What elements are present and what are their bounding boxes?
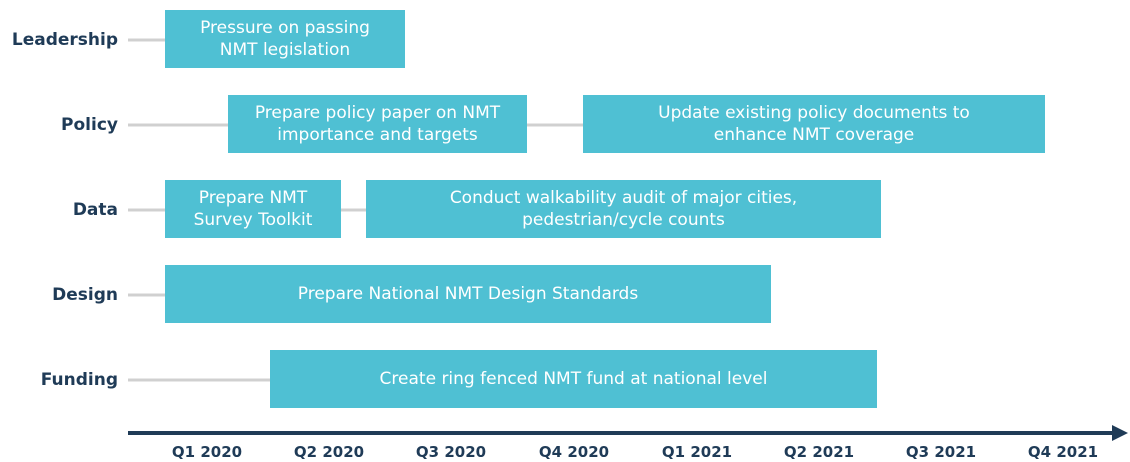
task: Update existing policy documents to enha… bbox=[583, 95, 1045, 153]
row-label: Leadership bbox=[11, 30, 118, 50]
connector bbox=[128, 378, 270, 382]
row-label: Funding bbox=[40, 370, 118, 390]
row-label: Policy bbox=[61, 115, 118, 135]
quarter-label: Q4 2021 bbox=[1027, 443, 1099, 461]
quarter-label: Q1 2020 bbox=[171, 443, 243, 461]
row-label: Design bbox=[52, 285, 118, 305]
connector bbox=[128, 208, 165, 212]
task: Pressure on passing NMT legislation bbox=[165, 10, 405, 68]
task: Prepare policy paper on NMT importance a… bbox=[228, 95, 527, 153]
quarter-label: Q1 2021 bbox=[661, 443, 733, 461]
task: Prepare NMT Survey Toolkit bbox=[165, 180, 341, 238]
quarter-label: Q3 2021 bbox=[905, 443, 977, 461]
quarter-label: Q2 2021 bbox=[783, 443, 855, 461]
connector bbox=[128, 123, 228, 127]
connector bbox=[341, 208, 366, 212]
axis-arrow bbox=[1112, 425, 1128, 441]
quarter-label: Q3 2020 bbox=[415, 443, 487, 461]
task: Create ring fenced NMT fund at national … bbox=[270, 350, 877, 408]
quarter-label: Q4 2020 bbox=[538, 443, 610, 461]
quarter-label: Q2 2020 bbox=[293, 443, 365, 461]
connector bbox=[128, 293, 165, 297]
row-label: Data bbox=[72, 200, 118, 220]
connector bbox=[128, 38, 165, 42]
connector bbox=[527, 123, 583, 127]
task: Conduct walkability audit of major citie… bbox=[366, 180, 881, 238]
task: Prepare National NMT Design Standards bbox=[165, 265, 771, 323]
